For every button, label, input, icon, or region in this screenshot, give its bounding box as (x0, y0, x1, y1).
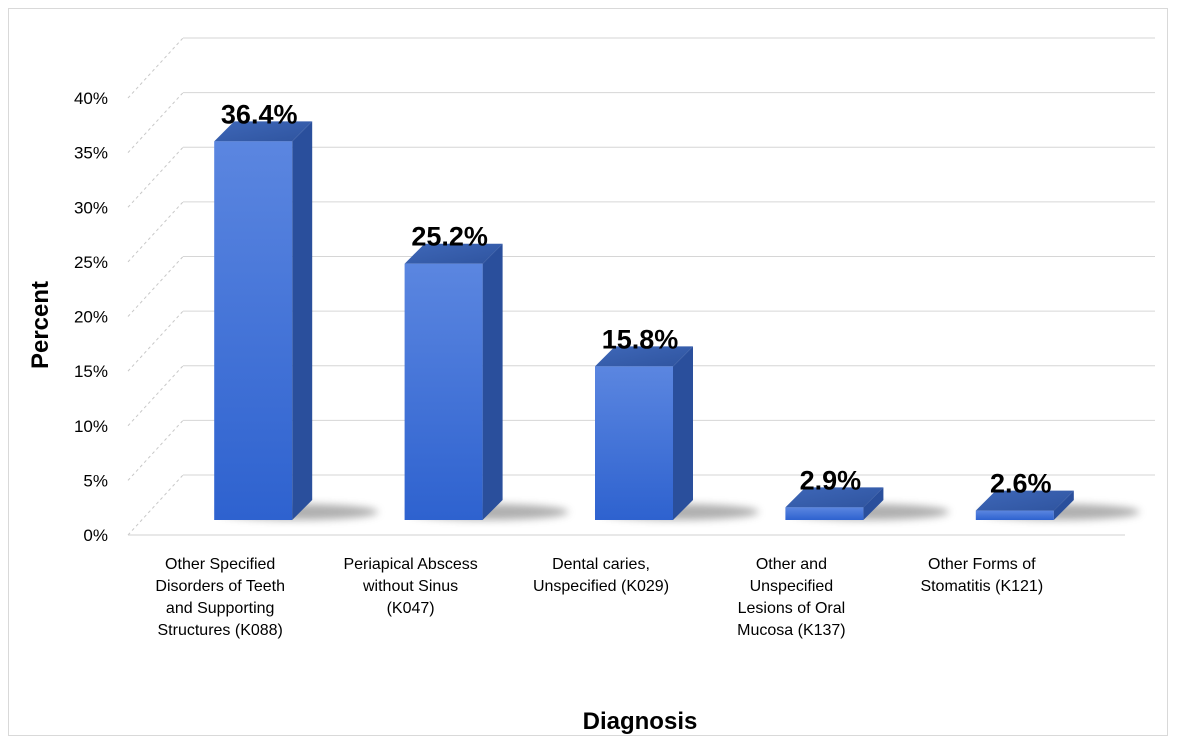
bar (975, 490, 1140, 520)
bar-top (785, 487, 884, 508)
category-label-line: Other and (756, 556, 827, 573)
category-label-line: Periapical Abscess (343, 556, 477, 573)
data-label: 2.6% (990, 469, 1052, 499)
category-label-line: Dental caries, (552, 556, 650, 573)
bar-top (975, 490, 1074, 511)
gridline-diagonal (127, 420, 184, 481)
y-tick-label: 0% (83, 526, 108, 545)
y-tick-label: 10% (74, 417, 108, 436)
data-label: 25.2% (411, 222, 488, 252)
chart-frame (8, 8, 1168, 736)
bar-side (292, 121, 313, 520)
category-label-line: without Sinus (362, 578, 458, 595)
data-label: 2.9% (800, 465, 862, 495)
category-label-line: Unspecified (750, 578, 834, 595)
category-label-line: Mucosa (K137) (737, 622, 846, 639)
y-tick-label: 35% (74, 144, 108, 163)
y-axis-title: Percent (27, 281, 54, 369)
category-label-line: (K047) (387, 600, 435, 617)
bar (214, 121, 379, 520)
category-label-line: and Supporting (166, 600, 275, 617)
category-label: Dental caries, Unspecified (K029) (533, 556, 669, 595)
category-label-line: Other Forms of (928, 556, 1036, 573)
data-label: 15.8% (602, 324, 679, 354)
y-tick-label: 5% (83, 471, 108, 490)
y-tick-label: 15% (74, 362, 108, 381)
category-label: Periapical Abscess without Sinus (K047) (343, 556, 477, 617)
bar-front (975, 510, 1054, 520)
category-label-line: Other Specified (165, 556, 275, 573)
category-label-line: Stomatitis (K121) (920, 578, 1043, 595)
bar-side (1053, 490, 1074, 520)
bar-front (595, 366, 673, 520)
bar-side (482, 243, 503, 520)
gridline-diagonal (127, 474, 184, 536)
y-tick-label: 40% (74, 89, 108, 108)
gridline-diagonal (127, 146, 184, 208)
bar-side (863, 487, 884, 520)
y-tick-label: 25% (74, 253, 108, 272)
gridline-diagonal (127, 201, 184, 263)
gridline-diagonal (127, 92, 184, 153)
category-label-line: Structures (K088) (158, 622, 283, 639)
gridline-diagonal (127, 310, 184, 372)
category-label-line: Lesions of Oral (738, 600, 846, 617)
bar (595, 346, 759, 520)
data-label: 36.4% (221, 99, 298, 129)
bar-front (214, 141, 293, 520)
x-axis-title: Diagnosis (583, 708, 698, 735)
gridline-diagonal (127, 256, 184, 317)
bar (404, 243, 569, 520)
bar-front (404, 263, 483, 520)
bar-top (404, 243, 503, 264)
bar-front (785, 507, 864, 520)
category-label: Other and Unspecified Lesions of Oral Mucos… (737, 556, 846, 639)
gridline-diagonal (127, 365, 184, 427)
bar-top (595, 346, 693, 367)
x-axis-categories: Other Specified Disorders of Teeth and Sup… (155, 556, 1043, 639)
category-label: Other Forms of Stomatitis (K121) (920, 556, 1043, 595)
bar-side (673, 346, 693, 520)
y-tick-label: 20% (74, 308, 108, 327)
gridline-diagonal (127, 37, 184, 99)
data-labels: 36.4% 25.2% 15.8% 2.9% 2.6% (221, 99, 1052, 498)
bar-top (214, 121, 313, 142)
y-tick-label: 30% (74, 198, 108, 217)
y-axis-ticks: 0% 5% 10% 15% 20% 25% 30% 35% 40% (74, 89, 108, 545)
bars (214, 121, 1140, 520)
category-label-line: Unspecified (K029) (533, 578, 669, 595)
bar (785, 487, 950, 520)
category-label-line: Disorders of Teeth (155, 578, 285, 595)
category-label: Other Specified Disorders of Teeth and Sup… (155, 556, 285, 639)
